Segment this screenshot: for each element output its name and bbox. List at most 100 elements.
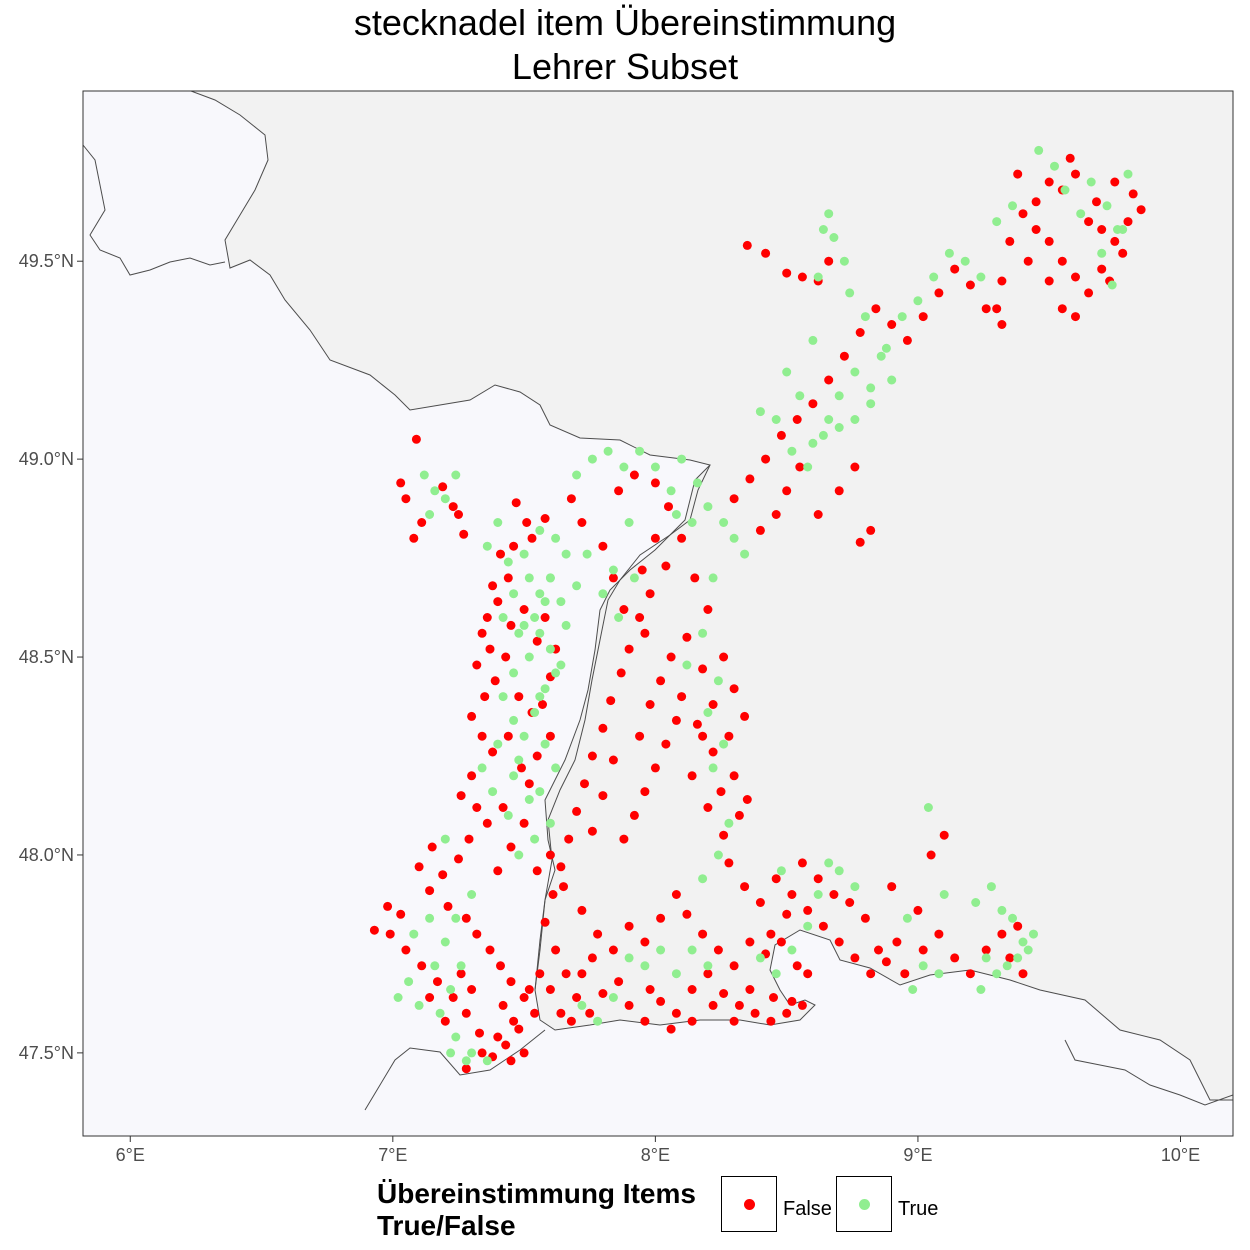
point-false [892, 937, 902, 947]
point-false [671, 1008, 681, 1018]
point-false [456, 969, 466, 979]
point-true [677, 454, 687, 464]
point-false [477, 1048, 487, 1058]
point-false [496, 549, 505, 559]
point-false [771, 874, 781, 884]
point-false [496, 961, 505, 971]
point-true [803, 921, 813, 931]
point-false [1097, 225, 1107, 234]
point-false [750, 1008, 760, 1018]
point-false [369, 925, 379, 935]
point-true [713, 850, 723, 860]
point-true [519, 731, 529, 741]
point-true [1023, 945, 1033, 955]
point-true [493, 739, 503, 749]
point-false [687, 985, 697, 994]
point-true [540, 739, 550, 749]
point-false [939, 830, 949, 840]
point-true [467, 890, 477, 899]
point-true [451, 1032, 461, 1042]
point-true [740, 549, 750, 559]
basemap [83, 91, 1233, 1111]
point-true [813, 890, 823, 899]
point-false [795, 462, 805, 472]
point-true [524, 652, 534, 662]
point-false [950, 953, 960, 963]
point-false [598, 989, 608, 998]
germany-land [190, 91, 1233, 1101]
point-true [540, 597, 550, 607]
point-false [719, 652, 729, 662]
x-tick-label: 6°E [116, 1145, 145, 1165]
point-false [724, 858, 734, 868]
point-false [1005, 953, 1015, 963]
point-false [703, 969, 713, 979]
point-false [829, 890, 839, 899]
point-false [561, 969, 571, 979]
point-true [624, 953, 634, 963]
point-false [713, 945, 723, 955]
point-false [671, 715, 681, 725]
point-false [448, 993, 458, 1002]
point-false [803, 969, 813, 979]
point-true [425, 510, 435, 519]
point-false [1071, 312, 1080, 322]
point-false [532, 866, 542, 876]
point-true [839, 256, 849, 266]
point-true [1013, 953, 1023, 963]
point-true [503, 810, 513, 820]
point-false [577, 969, 587, 979]
point-true [671, 969, 681, 979]
point-false [690, 573, 700, 583]
point-false [548, 890, 558, 899]
point-true [430, 486, 440, 496]
point-false [1057, 256, 1067, 266]
y-tick-label: 48.5°N [19, 647, 74, 667]
point-true [986, 882, 996, 892]
point-true [535, 692, 545, 702]
point-false [1128, 189, 1138, 199]
point-false [1123, 217, 1133, 227]
point-true [834, 423, 844, 432]
point-false [385, 929, 395, 939]
point-true [902, 913, 912, 923]
point-true [687, 945, 697, 955]
point-false [509, 1016, 519, 1026]
point-false [598, 791, 608, 801]
point-false [860, 913, 870, 923]
point-true [1123, 169, 1133, 179]
point-true [545, 818, 555, 828]
point-true [992, 217, 1002, 227]
legend-label-false: False [783, 1198, 832, 1220]
point-false [545, 985, 555, 994]
point-false [1044, 276, 1054, 286]
point-false [1044, 177, 1054, 187]
point-false [997, 276, 1007, 286]
point-true [477, 763, 487, 773]
point-false [472, 660, 482, 670]
point-false [745, 985, 755, 994]
point-true [530, 834, 540, 844]
point-true [708, 573, 718, 583]
point-false [414, 862, 424, 872]
point-true [866, 399, 876, 409]
point-false [745, 474, 755, 484]
point-false [866, 525, 876, 535]
point-false [559, 882, 568, 892]
point-false [698, 929, 708, 939]
point-false [501, 1040, 511, 1050]
point-false [666, 652, 676, 662]
point-false [850, 953, 860, 963]
point-true [419, 470, 429, 480]
point-false [902, 335, 912, 345]
point-true [1008, 201, 1017, 211]
point-false [997, 929, 1007, 939]
point-false [1018, 209, 1028, 219]
point-true [446, 985, 456, 994]
point-true [514, 850, 524, 860]
point-false [640, 787, 650, 797]
point-false [472, 803, 482, 812]
point-false [824, 256, 834, 266]
point-true [635, 446, 645, 456]
point-false [934, 288, 944, 298]
